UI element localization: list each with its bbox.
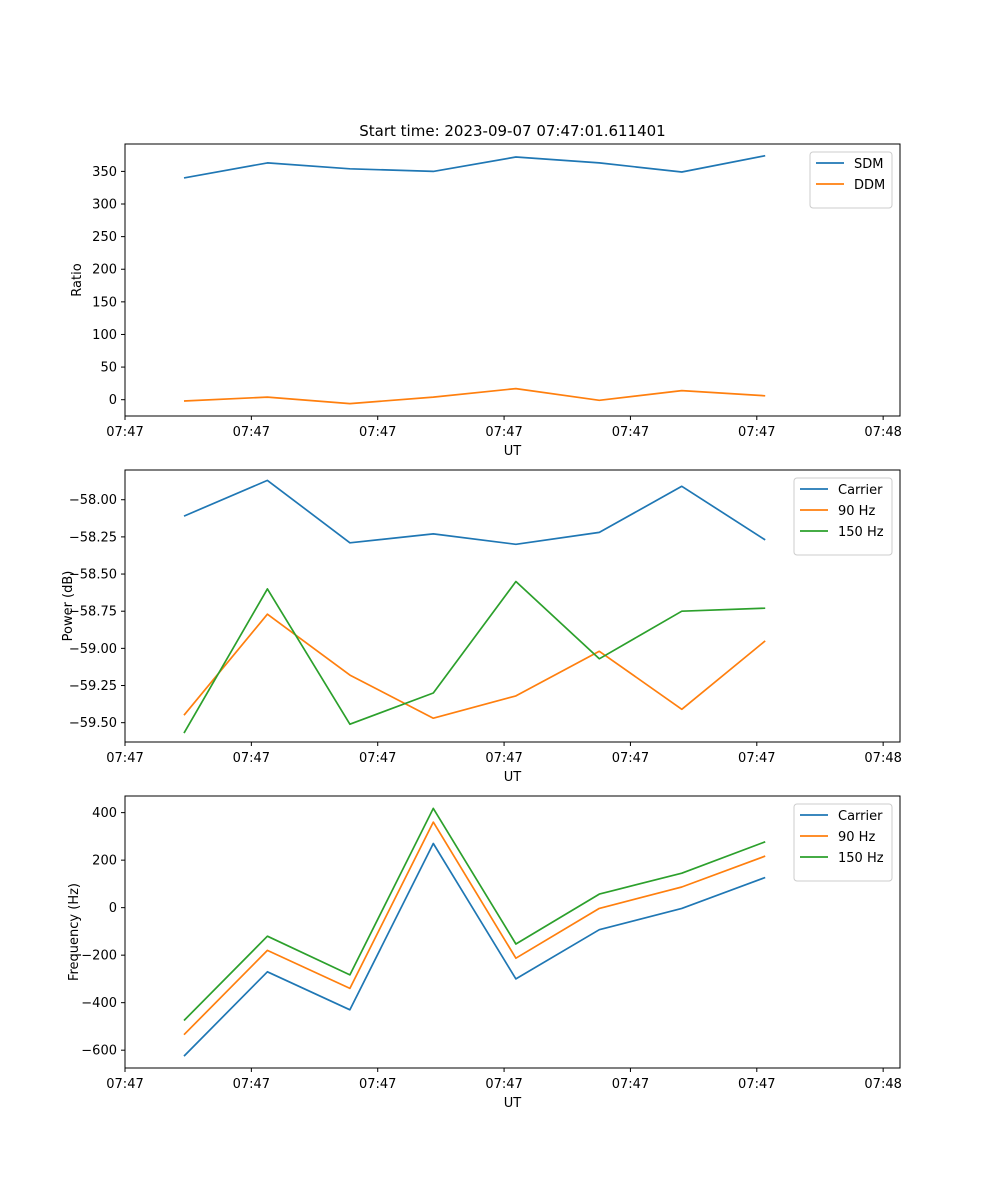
x-tick-label: 07:47 xyxy=(738,425,775,440)
chart-1: Start time: 2023-09-07 07:47:01.611401 07… xyxy=(70,122,902,459)
series-line-150-hz xyxy=(183,807,766,1022)
y-axis-label: Power (dB) xyxy=(61,571,76,642)
legend: SDM DDM xyxy=(809,151,893,209)
y-tick-label: 150 xyxy=(92,295,117,310)
x-axis-label: UT xyxy=(504,444,522,459)
x-tick-label: 07:47 xyxy=(485,1077,522,1092)
legend-label: 150 Hz xyxy=(838,525,884,540)
legend: Carrier 90 Hz 150 Hz xyxy=(793,477,893,556)
x-axis-label: UT xyxy=(504,770,522,785)
x-tick-label: 07:47 xyxy=(359,751,396,766)
x-tick-label: 07:47 xyxy=(612,425,649,440)
x-tick-label: 07:48 xyxy=(864,425,901,440)
legend-box xyxy=(793,803,893,882)
x-tick-label: 07:47 xyxy=(106,1077,143,1092)
chart-title: Start time: 2023-09-07 07:47:01.611401 xyxy=(359,122,665,140)
axes-frame xyxy=(124,143,901,417)
y-tick-label: −58.00 xyxy=(69,493,117,508)
x-tick-label: 07:47 xyxy=(233,1077,270,1092)
x-axis-label: UT xyxy=(504,1096,522,1111)
series-line-ddm xyxy=(183,387,766,405)
y-tick-label: 400 xyxy=(92,806,117,821)
y-tick-label: 200 xyxy=(92,854,117,869)
x-tick-label: 07:48 xyxy=(864,1077,901,1092)
x-tick-label: 07:47 xyxy=(485,751,522,766)
x-tick-label: 07:47 xyxy=(612,1077,649,1092)
chart-3: 07:47 07:47 07:47 07:47 07:47 07:47 07:48 −600 −… xyxy=(67,795,902,1111)
x-tick-label: 07:47 xyxy=(612,751,649,766)
x-tick-label: 07:47 xyxy=(233,425,270,440)
y-tick-label: −58.50 xyxy=(69,568,117,583)
y-tick-label: 300 xyxy=(92,198,117,213)
axes-frame xyxy=(124,469,901,743)
x-tick-label: 07:47 xyxy=(738,751,775,766)
y-tick-label: 350 xyxy=(92,165,117,180)
y-tick-label: −200 xyxy=(81,949,117,964)
legend-label: Carrier xyxy=(838,483,883,498)
series-line-90-hz xyxy=(183,613,766,720)
x-tick-label: 07:47 xyxy=(738,1077,775,1092)
legend: Carrier 90 Hz 150 Hz xyxy=(793,803,893,882)
x-tick-label: 07:47 xyxy=(359,1077,396,1092)
legend-label: 150 Hz xyxy=(838,851,884,866)
y-tick-label: −58.75 xyxy=(69,605,117,620)
y-tick-label: 50 xyxy=(100,361,117,376)
legend-box xyxy=(793,477,893,556)
y-tick-label: −600 xyxy=(81,1044,117,1059)
y-tick-label: −400 xyxy=(81,996,117,1011)
y-tick-label: 0 xyxy=(109,393,117,408)
y-tick-label: −59.25 xyxy=(69,679,117,694)
y-tick-label: 250 xyxy=(92,230,117,245)
series-line-150-hz xyxy=(183,580,766,734)
y-tick-label: 0 xyxy=(109,901,117,916)
series-line-90-hz xyxy=(183,821,766,1036)
series-line-sdm xyxy=(183,154,766,179)
legend-label: DDM xyxy=(854,178,885,193)
x-tick-label: 07:47 xyxy=(106,751,143,766)
x-tick-label: 07:47 xyxy=(233,751,270,766)
y-tick-label: −59.00 xyxy=(69,642,117,657)
legend-box xyxy=(809,151,893,209)
legend-label: Carrier xyxy=(838,809,883,824)
y-tick-label: −58.25 xyxy=(69,530,117,545)
y-tick-label: 200 xyxy=(92,263,117,278)
series-line-carrier xyxy=(183,842,766,1057)
legend-label: 90 Hz xyxy=(838,830,875,845)
x-tick-label: 07:47 xyxy=(106,425,143,440)
y-tick-label: 100 xyxy=(92,328,117,343)
chart-2: 07:47 07:47 07:47 07:47 07:47 07:47 07:48 −58.0… xyxy=(61,469,902,785)
x-tick-label: 07:47 xyxy=(485,425,522,440)
y-axis-label: Ratio xyxy=(70,263,85,296)
y-tick-label: −59.50 xyxy=(69,716,117,731)
y-axis-label: Frequency (Hz) xyxy=(67,883,82,981)
series-line-carrier xyxy=(183,479,766,546)
axes-frame xyxy=(124,795,901,1069)
legend-label: SDM xyxy=(854,157,883,172)
x-tick-label: 07:48 xyxy=(864,751,901,766)
x-tick-label: 07:47 xyxy=(359,425,396,440)
legend-label: 90 Hz xyxy=(838,504,875,519)
